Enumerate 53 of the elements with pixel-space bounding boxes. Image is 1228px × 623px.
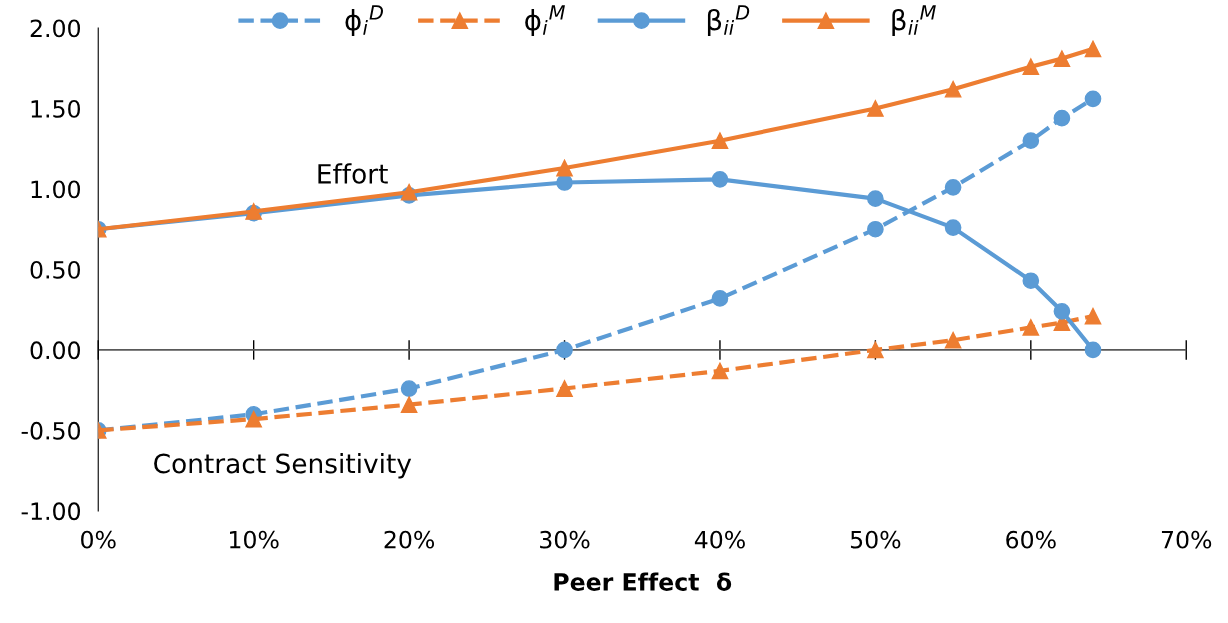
point	[711, 362, 729, 380]
point	[1053, 50, 1071, 67]
y-tick-label: 0.50	[30, 260, 81, 279]
y-tick-label: 2.00	[30, 19, 81, 38]
point	[867, 341, 884, 359]
x-tick-label: 40%	[694, 530, 745, 549]
point	[1022, 272, 1040, 290]
point	[1053, 302, 1071, 320]
point	[867, 190, 884, 207]
point	[944, 219, 962, 236]
legend-label: ϕ$_{i}$$^{D}$	[345, 5, 384, 36]
x-axis-title: Peer Effect δ	[554, 572, 732, 591]
point	[400, 380, 418, 397]
point	[944, 331, 962, 349]
point	[1022, 58, 1040, 75]
point	[1022, 319, 1040, 336]
point	[556, 159, 573, 177]
point	[711, 290, 729, 307]
point	[1084, 341, 1102, 359]
x-tick-label: 10%	[230, 530, 279, 549]
x-tick-label: 0%	[81, 530, 116, 549]
y-tick-label: 1.00	[31, 180, 81, 199]
annotation: Effort	[318, 163, 388, 184]
point	[245, 410, 263, 428]
point	[944, 80, 962, 98]
y-tick-label: -0.50	[21, 421, 81, 440]
y-tick-label: -1.00	[21, 502, 81, 521]
point	[400, 396, 418, 413]
point	[1084, 90, 1102, 108]
legend-label: β$_{ii}$$^{M}$	[892, 5, 936, 36]
point	[867, 100, 884, 117]
point	[944, 179, 962, 196]
legend-label: β$_{ii}$$^{D}$	[707, 5, 750, 36]
point	[1022, 132, 1040, 150]
point	[556, 341, 573, 359]
point	[556, 380, 573, 397]
legend-label: ϕ$_{i}$$^{M}$	[525, 5, 565, 36]
x-tick-label: 70%	[1161, 530, 1212, 549]
y-tick-label: 0.00	[30, 341, 81, 360]
point	[400, 183, 418, 201]
point	[1084, 40, 1102, 58]
point	[711, 132, 729, 150]
x-tick-label: 60%	[1006, 530, 1056, 549]
point	[1053, 109, 1071, 127]
point	[556, 174, 573, 191]
x-tick-label: 30%	[540, 530, 590, 549]
x-tick-label: 20%	[384, 530, 435, 549]
x-tick-label: 50%	[850, 530, 901, 549]
point	[711, 170, 729, 188]
y-tick-label: 1.50	[31, 99, 81, 118]
point	[1084, 307, 1102, 325]
point	[867, 220, 884, 238]
annotation: Contract Sensitivity	[154, 453, 412, 479]
